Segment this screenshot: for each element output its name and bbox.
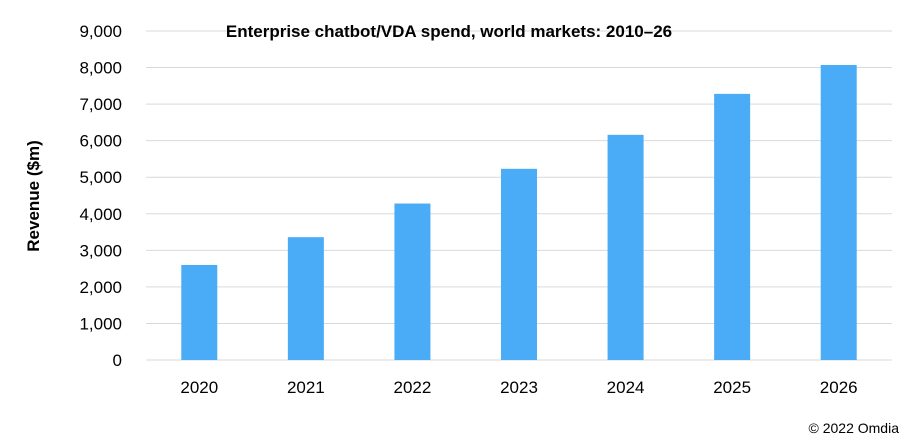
copyright-credit: © 2022 Omdia [808,420,899,436]
bar [501,168,537,360]
x-tick-label: 2023 [500,378,538,397]
bar [714,93,751,361]
bars [181,64,857,361]
chart-title: Enterprise chatbot/VDA spend, world mark… [226,22,672,41]
y-tick-label: 3,000 [79,241,122,260]
x-tick-label: 2020 [180,378,218,397]
bar [394,203,431,360]
y-tick-label: 4,000 [79,205,122,224]
y-tick-label: 6,000 [79,132,122,151]
x-tick-label: 2025 [713,378,751,397]
x-tick-label: 2024 [607,378,645,397]
bar [181,264,218,360]
bar [287,237,324,360]
y-axis-ticks: 0 1,000 2,000 3,000 4,000 5,000 6,000 7,000 8,00… [79,22,122,370]
x-tick-label: 2022 [394,378,432,397]
x-tick-label: 2026 [820,378,858,397]
y-tick-label: 1,000 [79,314,122,333]
y-tick-label: 0 [113,351,122,370]
y-tick-label: 7,000 [79,95,122,114]
bar [607,134,644,360]
y-axis-label: Revenue ($m) [24,140,43,251]
y-tick-label: 9,000 [79,22,122,41]
y-tick-label: 2,000 [79,278,122,297]
y-tick-label: 5,000 [79,168,122,187]
x-axis-ticks: 2020 2021 2022 2023 2024 2025 2026 [180,378,857,397]
y-tick-label: 8,000 [79,59,122,78]
bar [820,64,857,360]
x-tick-label: 2021 [287,378,325,397]
